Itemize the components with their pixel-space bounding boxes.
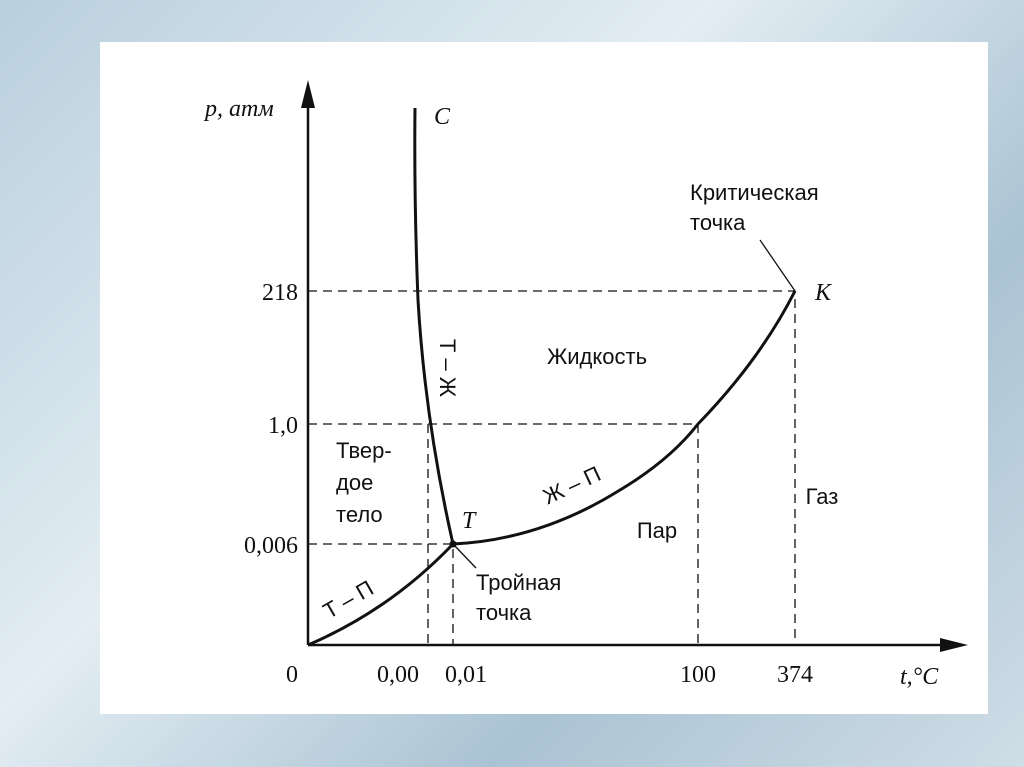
annotation: точка — [690, 210, 746, 235]
solid-vapor-curve — [307, 542, 455, 647]
region-label: Газ — [806, 484, 839, 509]
annotation: точка — [476, 600, 532, 625]
region-label: Твер- — [336, 438, 392, 463]
annotation: Тройная — [476, 570, 561, 595]
solid-liquid-curve — [413, 107, 455, 545]
y-arrow — [301, 80, 315, 108]
x-tick-label: 0,00 — [377, 662, 419, 688]
region-label: тело — [336, 502, 383, 527]
y-axis-label: p, атм — [203, 96, 274, 122]
point-label: T — [462, 508, 477, 534]
liquid-vapor-curve — [452, 290, 797, 546]
x-tick-label: 100 — [680, 662, 716, 688]
origin-label: 0 — [286, 662, 298, 688]
region-label: Пар — [637, 518, 677, 543]
region-label: Жидкость — [547, 344, 647, 369]
annotation: Критическая — [690, 180, 819, 205]
x-tick-label: 374 — [777, 662, 813, 688]
y-tick-label: 0,006 — [244, 533, 298, 559]
panel — [100, 42, 988, 714]
x-arrow — [940, 638, 968, 652]
y-tick-label: 218 — [262, 280, 298, 306]
x-axis-label: t,°C — [900, 664, 939, 690]
y-tick-label: 1,0 — [268, 413, 298, 439]
x-tick-label: 0,01 — [445, 662, 487, 688]
region-label: дое — [336, 470, 373, 495]
curve-label: Т – Ж — [435, 339, 460, 398]
callout — [452, 543, 477, 569]
callout — [759, 239, 796, 292]
point-label: K — [814, 280, 833, 306]
point-label: C — [434, 104, 451, 130]
